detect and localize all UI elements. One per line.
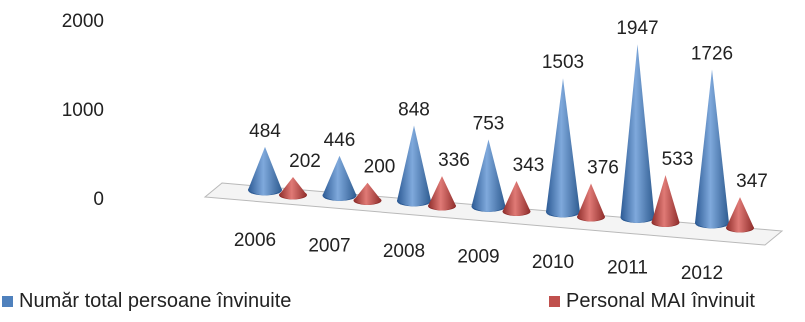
- cone-total: [620, 44, 655, 223]
- y-tick-label: 2000: [62, 11, 104, 32]
- x-tick-label: 2009: [457, 247, 499, 268]
- data-label-mai: 533: [662, 149, 694, 170]
- x-tick-label: 2011: [607, 258, 648, 279]
- legend-item-total: Număr total persoane învinuite: [2, 290, 291, 313]
- data-label-total: 753: [473, 113, 505, 134]
- cone-mai: [279, 177, 307, 200]
- data-label-total: 484: [249, 121, 281, 142]
- data-label-total: 1947: [616, 18, 658, 39]
- cone-mai: [577, 183, 605, 222]
- data-label-mai: 202: [289, 151, 321, 172]
- cone-mai: [353, 182, 382, 205]
- cone-total: [471, 139, 506, 212]
- legend-label-total: Număr total persoane învinuite: [19, 290, 292, 312]
- data-label-total: 848: [398, 100, 430, 121]
- legend-label-mai: Personal MAI învinuit: [566, 290, 755, 312]
- x-tick-label: 2010: [532, 252, 574, 273]
- cone-mai: [428, 176, 456, 211]
- data-label-mai: 336: [438, 150, 470, 171]
- cone-mai: [726, 197, 754, 233]
- data-label-mai: 343: [513, 155, 545, 176]
- legend-swatch-blue: [2, 296, 13, 307]
- x-tick-label: 2007: [308, 236, 350, 257]
- x-tick-label: 2008: [383, 241, 425, 262]
- data-label-total: 1503: [542, 52, 584, 73]
- data-label-total: 446: [324, 130, 356, 151]
- data-label-mai: 200: [364, 157, 396, 178]
- cone-mai: [651, 175, 680, 227]
- y-tick-label: 0: [93, 189, 104, 210]
- cone-total: [322, 155, 357, 201]
- cone-total: [248, 146, 282, 196]
- data-label-mai: 347: [736, 171, 768, 192]
- x-tick-label: 2012: [681, 263, 723, 284]
- legend-item-mai: Personal MAI învinuit: [549, 290, 755, 313]
- data-label-total: 1726: [691, 43, 733, 64]
- cone-total: [397, 125, 431, 207]
- legend-swatch-red: [549, 296, 560, 307]
- data-label-mai: 376: [587, 158, 619, 179]
- y-tick-label: 1000: [62, 100, 104, 121]
- cone-total: [546, 78, 580, 218]
- x-tick-label: 2006: [234, 230, 276, 251]
- cone-mai: [502, 180, 531, 216]
- cone-total: [695, 69, 729, 229]
